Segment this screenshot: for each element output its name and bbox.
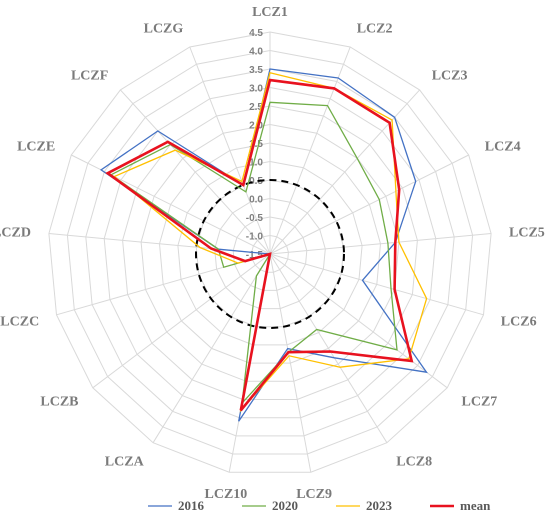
tick-label: -1.5 (246, 250, 264, 261)
axis-label-lczd: LCZD (0, 226, 31, 241)
grid-ring (48, 31, 492, 473)
tick-label: 4.5 (249, 28, 263, 39)
series-2023-line (113, 71, 428, 413)
axis-label-lczf: LCZF (71, 68, 108, 83)
grid-ring (158, 142, 382, 364)
spoke-line (269, 253, 388, 443)
legend-item-2020: 2020 (242, 498, 298, 513)
axis-label-lcza: LCZA (105, 455, 145, 470)
axis-label-lcz9: LCZ9 (296, 487, 332, 502)
grid-ring (140, 123, 400, 382)
axis-label-lczb: LCZB (40, 394, 78, 409)
reference-circle (195, 179, 345, 329)
legend-label: 2016 (178, 498, 205, 513)
spoke-line (269, 154, 469, 255)
tick-label: 1.0 (249, 158, 263, 169)
legend-item-2023: 2023 (336, 498, 393, 513)
legend: 2016 2020 2023 mean (148, 498, 491, 513)
series-2020-line (109, 101, 398, 406)
axis-label-lcz1: LCZ1 (252, 5, 288, 20)
axis-label-lczc: LCZC (0, 315, 39, 330)
spoke-line (189, 46, 271, 255)
spoke-line (120, 89, 271, 255)
axis-label-lcz8: LCZ8 (396, 455, 432, 470)
axis-labels: LCZ1 LCZ2 LCZ3 LCZ4 LCZ5 LCZ6 LCZ7 LCZ8 LCZ9 LCZ1… (0, 5, 545, 502)
legend-item-2016: 2016 (148, 498, 205, 513)
axis-label-lcz5: LCZ5 (509, 226, 545, 241)
tick-label: 2.5 (249, 102, 263, 113)
tick-label: 0.0 (249, 195, 263, 206)
legend-label: 2020 (272, 498, 298, 513)
tick-label: 3.0 (249, 84, 263, 95)
legend-item-mean: mean (430, 498, 491, 513)
grid-ring (251, 234, 289, 273)
axis-label-lcz2: LCZ2 (357, 21, 393, 36)
axis-label-lczg: LCZG (144, 21, 184, 36)
tick-label: 1.5 (249, 139, 263, 150)
data-series (99, 68, 428, 422)
spoke-line (269, 253, 312, 473)
tick-label: 3.5 (249, 65, 263, 76)
grid-ring (177, 160, 363, 346)
grid-ring (214, 197, 326, 310)
tick-label: 0.5 (249, 176, 263, 187)
axis-label-lcz10: LCZ10 (205, 487, 248, 502)
series-2016-line (99, 68, 428, 422)
axis-label-lcz3: LCZ3 (432, 68, 468, 83)
axis-label-lcze: LCZE (17, 140, 55, 155)
spoke-line (269, 253, 484, 316)
grid-ring (232, 216, 308, 291)
series-mean-line (105, 78, 414, 412)
tick-label: 4.0 (249, 47, 263, 58)
spoke-line (92, 253, 271, 389)
axis-label-lcz4: LCZ4 (485, 140, 521, 155)
legend-label: 2023 (366, 498, 393, 513)
radar-grid (48, 31, 492, 473)
axis-label-lcz6: LCZ6 (501, 315, 537, 330)
grid-ring (66, 49, 474, 455)
spoke-line (269, 253, 448, 389)
tick-label: -1.0 (246, 232, 264, 243)
spoke-line (269, 46, 351, 255)
spoke-line (152, 253, 271, 443)
tick-label: -0.5 (246, 213, 264, 224)
spoke-line (269, 233, 492, 255)
axis-label-lcz7: LCZ7 (462, 394, 498, 409)
legend-label: mean (460, 498, 491, 513)
